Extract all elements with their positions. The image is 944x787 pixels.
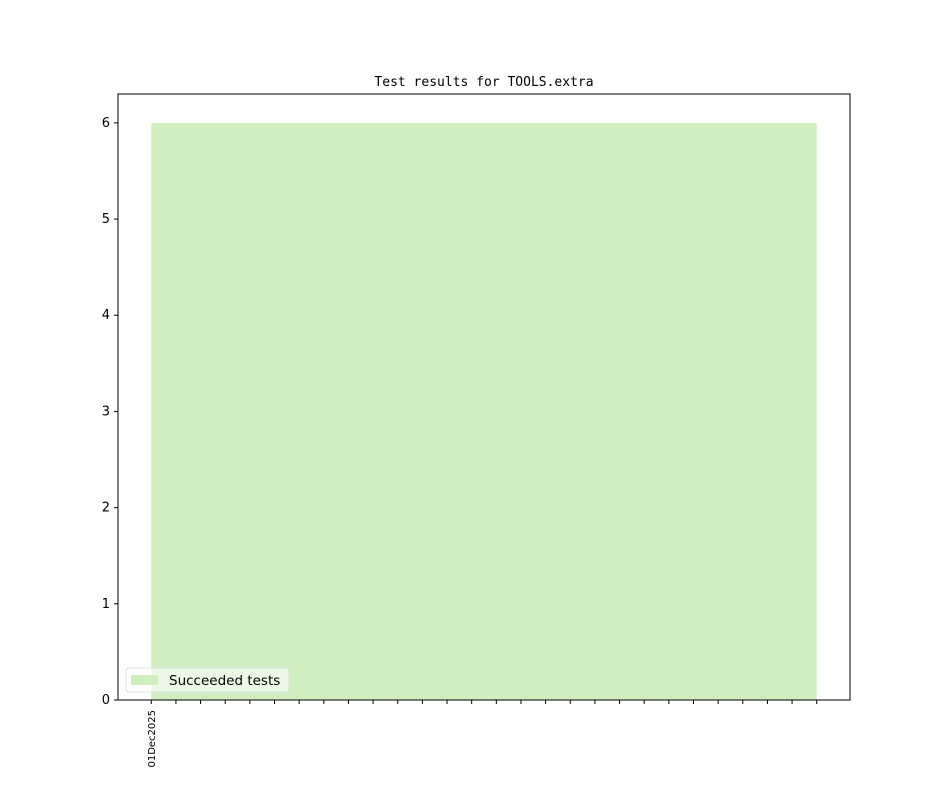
y-tick-label: 3 bbox=[102, 404, 110, 419]
y-tick-label: 2 bbox=[102, 501, 110, 516]
y-tick-label: 4 bbox=[102, 308, 110, 323]
legend-swatch bbox=[131, 675, 158, 685]
y-tick-label: 6 bbox=[102, 116, 110, 131]
legend-box bbox=[125, 667, 290, 693]
legend-label: Succeeded tests bbox=[169, 673, 280, 689]
y-tick-label: 1 bbox=[102, 597, 110, 612]
y-tick-label: 5 bbox=[102, 212, 110, 227]
y-tick-label: 0 bbox=[102, 693, 110, 708]
x-tick-label: 01Dec2025 bbox=[147, 710, 158, 768]
area-series-succeeded bbox=[151, 122, 817, 701]
axes-frame bbox=[117, 93, 851, 701]
chart-title: Test results for TOOLS.extra bbox=[374, 75, 593, 90]
